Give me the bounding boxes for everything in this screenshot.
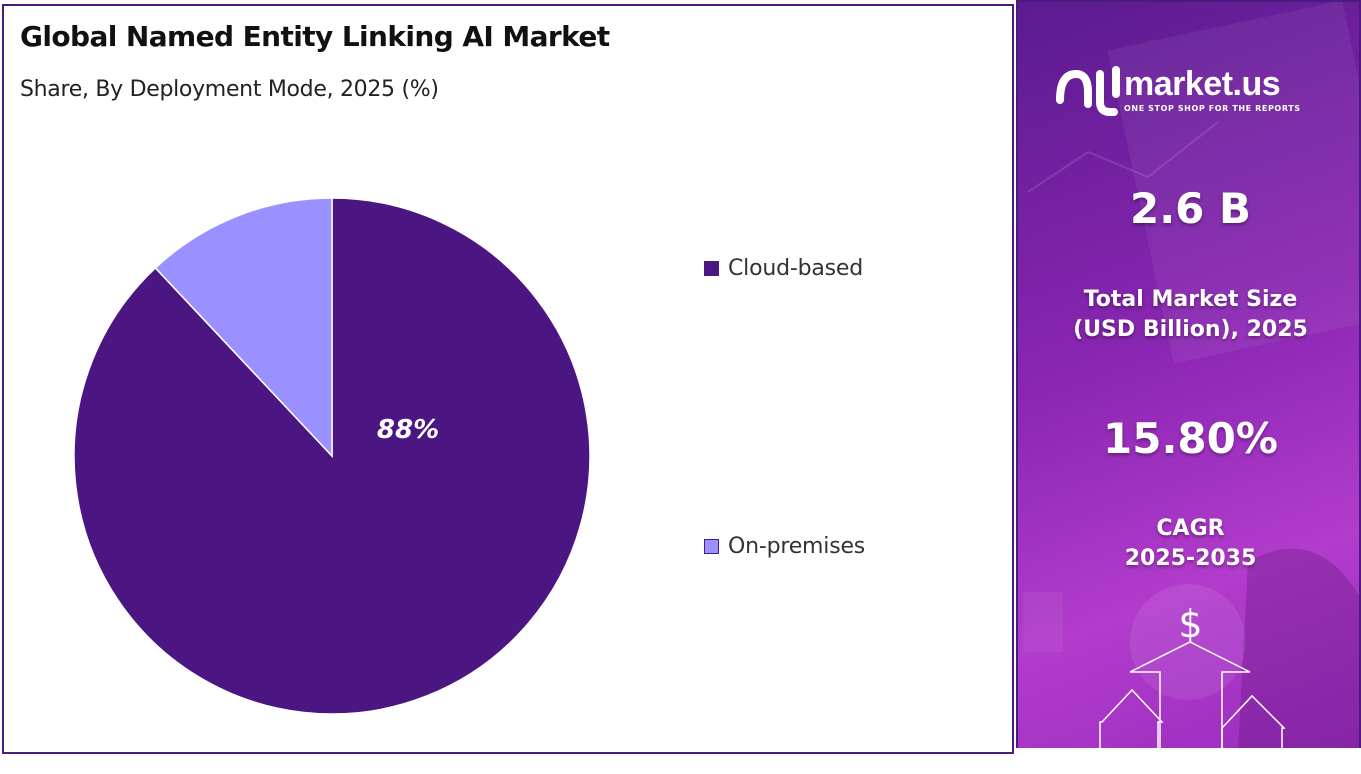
logo-name: market.us — [1124, 65, 1281, 103]
side-panel-footer-strip — [1016, 748, 1361, 774]
legend-item-cloud-based: Cloud-based — [704, 256, 863, 281]
market-size-label-line2: (USD Billion), 2025 — [1073, 317, 1308, 342]
side-panel: market.us ONE STOP SHOP FOR THE REPORTS … — [1016, 0, 1361, 750]
pie-chart: 88% — [73, 197, 591, 715]
logo-tagline: ONE STOP SHOP FOR THE REPORTS — [1124, 104, 1301, 113]
up-arrow-icon — [1099, 641, 1286, 748]
chart-panel: Global Named Entity Linking AI Market Sh… — [2, 4, 1014, 754]
legend-label-cloud-based: Cloud-based — [728, 256, 863, 281]
legend-swatch-on-premises — [704, 539, 719, 554]
legend-swatch-cloud-based — [704, 261, 719, 276]
cagr-value: 15.80% — [1103, 414, 1278, 463]
pie-slice-on-premises — [154, 197, 333, 458]
dollar-icon: $ — [1178, 602, 1203, 646]
market-size-value: 2.6 B — [1129, 184, 1252, 233]
market-size-label-line1: Total Market Size — [1083, 287, 1298, 312]
pie-label-cloud-based: 88% — [377, 415, 439, 445]
legend-label-on-premises: On-premises — [728, 534, 866, 559]
cagr-label-line2: 2025-2035 — [1124, 546, 1257, 571]
legend: Cloud-based — [704, 256, 863, 281]
cagr-label-line1: CAGR — [1156, 516, 1225, 541]
background-decoration — [1023, 2, 1359, 748]
market-us-logo-icon — [1056, 66, 1120, 116]
logo: market.us ONE STOP SHOP FOR THE REPORTS — [1054, 60, 1301, 120]
legend-2: On-premises — [704, 534, 865, 559]
legend-item-on-premises: On-premises — [704, 534, 865, 559]
chart-title: Global Named Entity Linking AI Market — [20, 20, 610, 53]
chart-subtitle: Share, By Deployment Mode, 2025 (%) — [20, 77, 439, 102]
